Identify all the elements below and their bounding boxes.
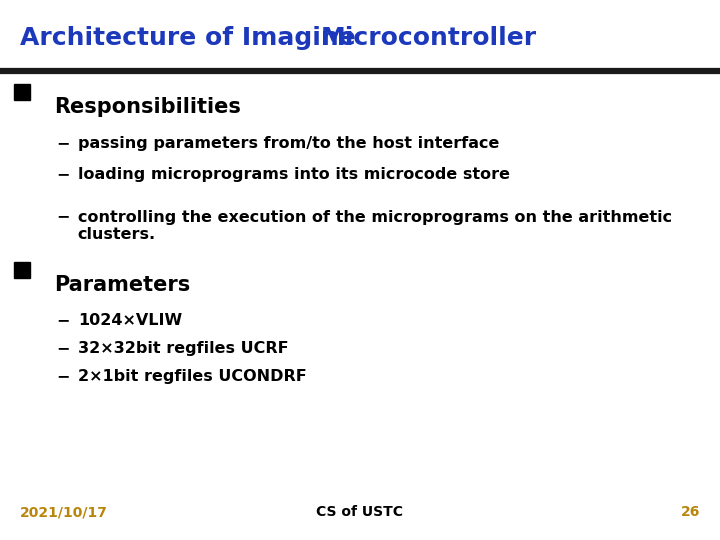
Text: Responsibilities: Responsibilities xyxy=(54,97,241,117)
Text: Parameters: Parameters xyxy=(54,275,190,295)
Text: loading microprograms into its microcode store: loading microprograms into its microcode… xyxy=(78,167,510,183)
Text: −: − xyxy=(56,136,70,151)
Text: passing parameters from/to the host interface: passing parameters from/to the host inte… xyxy=(78,136,499,151)
Text: 1024×VLIW: 1024×VLIW xyxy=(78,313,182,328)
Text: −: − xyxy=(56,341,70,356)
Text: Microcontroller: Microcontroller xyxy=(320,26,536,50)
Text: 32×32bit regfiles UCRF: 32×32bit regfiles UCRF xyxy=(78,341,289,356)
Text: CS of USTC: CS of USTC xyxy=(317,505,403,519)
Text: −: − xyxy=(56,210,70,225)
Text: 2021/10/17: 2021/10/17 xyxy=(20,505,108,519)
Text: −: − xyxy=(56,369,70,384)
Text: controlling the execution of the microprograms on the arithmetic
clusters.: controlling the execution of the micropr… xyxy=(78,210,672,242)
Text: 26: 26 xyxy=(680,505,700,519)
Text: −: − xyxy=(56,167,70,183)
Text: 2×1bit regfiles UCONDRF: 2×1bit regfiles UCONDRF xyxy=(78,369,307,384)
Text: Architecture of Imagine: Architecture of Imagine xyxy=(20,26,356,50)
Text: −: − xyxy=(56,313,70,328)
